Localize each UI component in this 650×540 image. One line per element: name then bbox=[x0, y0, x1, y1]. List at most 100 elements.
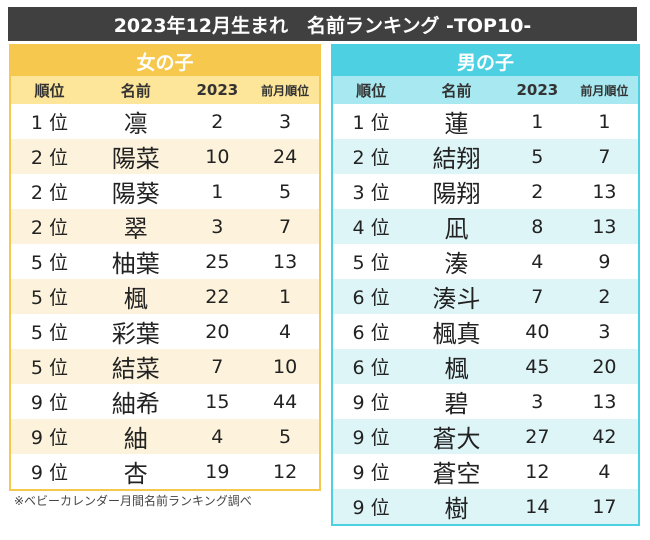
cell-count-2023: 3 bbox=[211, 215, 224, 238]
cell-prev-rank: 17 bbox=[592, 495, 617, 518]
page-title: 2023年12月生まれ 名前ランキング -TOP10- bbox=[8, 7, 637, 41]
table-row: 5 位 楓 22 1 bbox=[11, 279, 319, 314]
cell-prev-rank: 1 bbox=[598, 110, 611, 133]
cell-rank: 5 位 bbox=[30, 322, 69, 344]
cell-prev-rank: 13 bbox=[592, 390, 617, 413]
cell-count-2023: 4 bbox=[211, 425, 224, 448]
table-row: 1 位 蓮 1 1 bbox=[333, 104, 638, 139]
table-row: 9 位 樹 14 17 bbox=[333, 489, 638, 524]
col-name: 名前 bbox=[441, 81, 472, 100]
cell-prev-rank: 20 bbox=[592, 355, 617, 378]
cell-rank: 6 位 bbox=[352, 357, 390, 379]
table-row: 2 位 陽菜 10 24 bbox=[11, 139, 319, 174]
cell-rank: 2 位 bbox=[30, 182, 69, 204]
cell-prev-rank: 9 bbox=[598, 250, 611, 273]
cell-count-2023: 3 bbox=[531, 390, 544, 413]
cell-prev-rank: 7 bbox=[598, 145, 611, 168]
cell-prev-rank: 13 bbox=[592, 215, 617, 238]
col-year: 2023 bbox=[516, 81, 559, 99]
cell-name: 杏 bbox=[123, 460, 148, 488]
cell-count-2023: 1 bbox=[531, 110, 544, 133]
cell-rank: 2 位 bbox=[30, 147, 69, 169]
cell-name: 陽菜 bbox=[111, 145, 160, 173]
cell-prev-rank: 3 bbox=[598, 320, 611, 343]
column-headers: 順位 名前 2023 前月順位 bbox=[11, 76, 319, 104]
table-row: 6 位 楓真 40 3 bbox=[333, 314, 638, 349]
cell-count-2023: 25 bbox=[205, 250, 230, 273]
cell-prev-rank: 5 bbox=[279, 180, 292, 203]
cell-name: 楓真 bbox=[432, 320, 481, 348]
col-rank: 順位 bbox=[34, 81, 65, 100]
cell-rank: 1 位 bbox=[30, 112, 69, 134]
table-row: 5 位 結菜 7 10 bbox=[11, 349, 319, 384]
cell-name: 蒼空 bbox=[432, 460, 481, 488]
cell-prev-rank: 7 bbox=[279, 215, 292, 238]
cell-count-2023: 5 bbox=[531, 145, 544, 168]
cell-rank: 2 位 bbox=[30, 217, 69, 239]
girls-header: 女の子 bbox=[11, 46, 319, 76]
table-row: 9 位 杏 19 12 bbox=[11, 454, 319, 489]
cell-rank: 4 位 bbox=[352, 217, 390, 239]
cell-count-2023: 7 bbox=[531, 285, 544, 308]
table-row: 9 位 碧 3 13 bbox=[333, 384, 638, 419]
col-year: 2023 bbox=[196, 81, 239, 99]
cell-prev-rank: 4 bbox=[598, 460, 611, 483]
cell-count-2023: 12 bbox=[525, 460, 550, 483]
cell-name: 楓 bbox=[123, 285, 148, 313]
source-note: ※ベビーカレンダー月間名前ランキング調べ bbox=[14, 494, 252, 508]
cell-prev-rank: 3 bbox=[279, 110, 292, 133]
cell-prev-rank: 13 bbox=[592, 180, 617, 203]
boys-header: 男の子 bbox=[333, 46, 638, 76]
col-prev: 前月順位 bbox=[261, 83, 310, 98]
cell-prev-rank: 1 bbox=[279, 285, 292, 308]
cell-count-2023: 27 bbox=[525, 425, 550, 448]
cell-count-2023: 10 bbox=[205, 145, 230, 168]
cell-rank: 5 位 bbox=[30, 287, 69, 309]
cell-count-2023: 20 bbox=[205, 320, 230, 343]
cell-name: 蒼大 bbox=[432, 425, 481, 453]
cell-rank: 6 位 bbox=[352, 287, 390, 309]
cell-rank: 5 位 bbox=[30, 357, 69, 379]
cell-name: 碧 bbox=[444, 390, 469, 418]
cell-name: 凛 bbox=[123, 110, 148, 138]
cell-name: 樹 bbox=[444, 495, 469, 523]
cell-name: 柚葉 bbox=[111, 250, 160, 278]
cell-name: 蓮 bbox=[444, 110, 469, 138]
cell-count-2023: 22 bbox=[205, 285, 230, 308]
cell-count-2023: 1 bbox=[211, 180, 224, 203]
cell-prev-rank: 44 bbox=[273, 390, 298, 413]
cell-name: 紬希 bbox=[111, 390, 160, 418]
cell-name: 楓 bbox=[444, 355, 469, 383]
cell-name: 陽葵 bbox=[111, 180, 160, 208]
cell-rank: 5 位 bbox=[352, 252, 390, 274]
cell-rank: 2 位 bbox=[352, 147, 390, 169]
col-prev: 前月順位 bbox=[580, 83, 629, 98]
cell-rank: 9 位 bbox=[352, 392, 390, 414]
table-row: 5 位 湊 4 9 bbox=[333, 244, 638, 279]
cell-rank: 9 位 bbox=[352, 462, 390, 484]
col-name: 名前 bbox=[120, 81, 151, 100]
cell-count-2023: 8 bbox=[531, 215, 544, 238]
cell-name: 凪 bbox=[444, 215, 469, 243]
cell-rank: 9 位 bbox=[30, 392, 69, 414]
cell-count-2023: 45 bbox=[525, 355, 550, 378]
table-row: 2 位 陽葵 1 5 bbox=[11, 174, 319, 209]
cell-name: 陽翔 bbox=[432, 180, 481, 208]
table-row: 9 位 蒼大 27 42 bbox=[333, 419, 638, 454]
table-row: 4 位 凪 8 13 bbox=[333, 209, 638, 244]
cell-prev-rank: 42 bbox=[592, 425, 617, 448]
table-row: 1 位 凛 2 3 bbox=[11, 104, 319, 139]
table-row: 3 位 陽翔 2 13 bbox=[333, 174, 638, 209]
cell-prev-rank: 12 bbox=[273, 460, 298, 483]
cell-count-2023: 4 bbox=[531, 250, 544, 273]
table-row: 2 位 翠 3 7 bbox=[11, 209, 319, 244]
cell-prev-rank: 10 bbox=[273, 355, 298, 378]
cell-count-2023: 40 bbox=[525, 320, 550, 343]
table-row: 5 位 柚葉 25 13 bbox=[11, 244, 319, 279]
cell-name: 湊斗 bbox=[432, 285, 481, 313]
cell-prev-rank: 4 bbox=[279, 320, 292, 343]
cell-name: 彩葉 bbox=[111, 320, 160, 348]
table-row: 2 位 結翔 5 7 bbox=[333, 139, 638, 174]
cell-name: 翠 bbox=[123, 215, 148, 243]
